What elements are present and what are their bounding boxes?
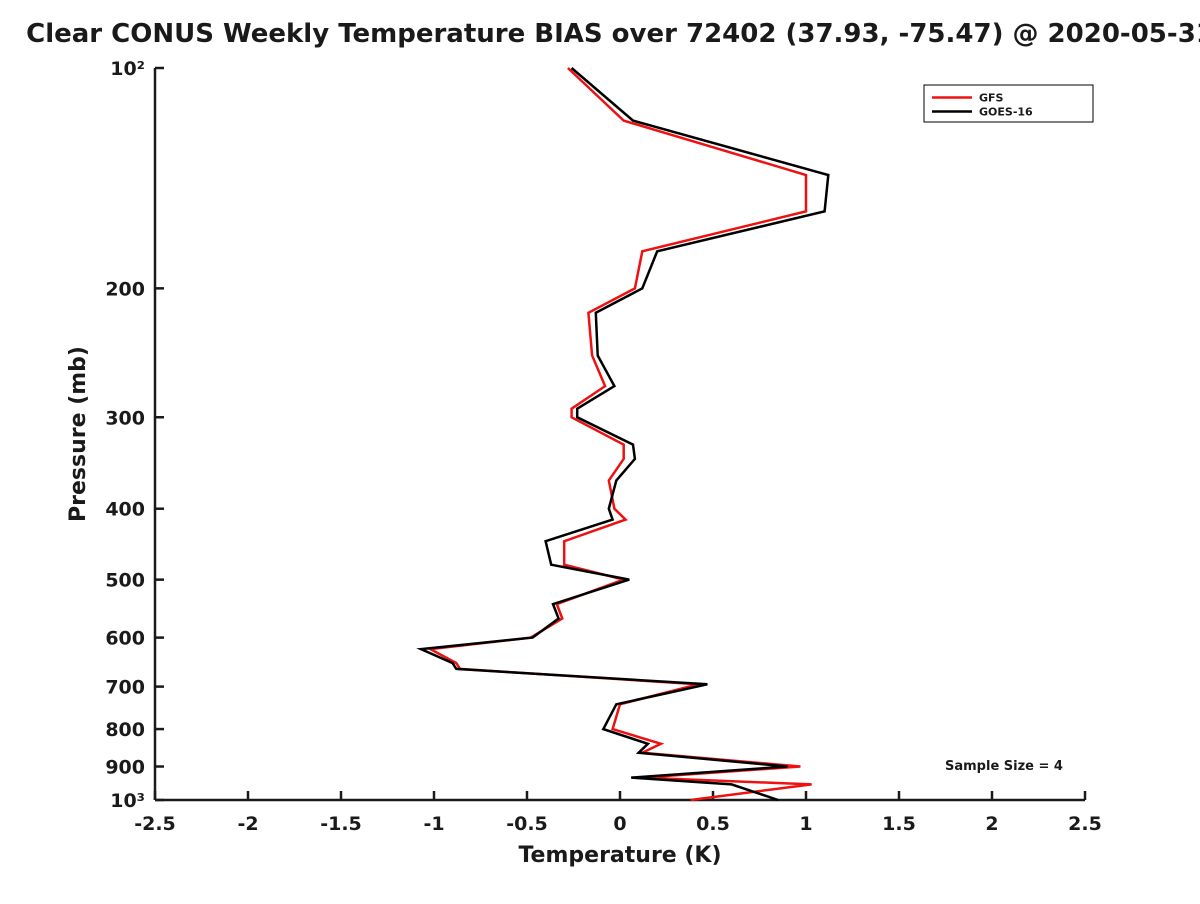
x-tick-label: -2 (237, 813, 258, 835)
x-tick-label: -0.5 (506, 813, 548, 835)
x-tick-label: 2 (985, 813, 998, 835)
y-tick-label: 800 (105, 719, 145, 741)
x-tick-label: -1.5 (320, 813, 362, 835)
sample-size-annotation: Sample Size = 4 (945, 759, 1063, 774)
legend-box (923, 84, 1094, 123)
x-tick-label: -1 (423, 813, 444, 835)
legend: GFS GOES-16 (923, 84, 1094, 123)
y-tick-label: 900 (105, 757, 145, 779)
y-tick-label: 300 (105, 407, 145, 429)
chart-title: Clear CONUS Weekly Temperature BIAS over… (26, 19, 1200, 49)
y-tick-label: 400 (105, 499, 145, 521)
legend-gfs-label: GFS (979, 92, 1004, 105)
x-tick-label: 2.5 (1068, 813, 1102, 835)
y-axis-label: Pressure (mb) (66, 346, 91, 522)
x-tick-label: 0.5 (696, 813, 730, 835)
x-axis-label: Temperature (K) (518, 843, 721, 868)
x-tick-label: 0 (613, 813, 626, 835)
y-tick-label: 500 (105, 570, 145, 592)
y-tick-label: 10² (110, 58, 145, 80)
y-tick-label: 700 (105, 677, 145, 699)
legend-goes16-label: GOES-16 (979, 106, 1033, 119)
x-tick-label: -2.5 (134, 813, 176, 835)
axes-layer: -2.5 -2 -1.5 -1 -0.5 0 0.5 1 1.5 2 2.5 10² 200 300 400… (105, 58, 1102, 835)
goes16-series-line (416, 67, 830, 802)
y-tick-label: 600 (105, 628, 145, 650)
gfs-series-line (426, 67, 812, 802)
x-tick-label: 1 (799, 813, 812, 835)
y-tick-label: 200 (105, 278, 145, 300)
y-tick-label: 10³ (110, 790, 145, 812)
x-tick-label: 1.5 (882, 813, 916, 835)
